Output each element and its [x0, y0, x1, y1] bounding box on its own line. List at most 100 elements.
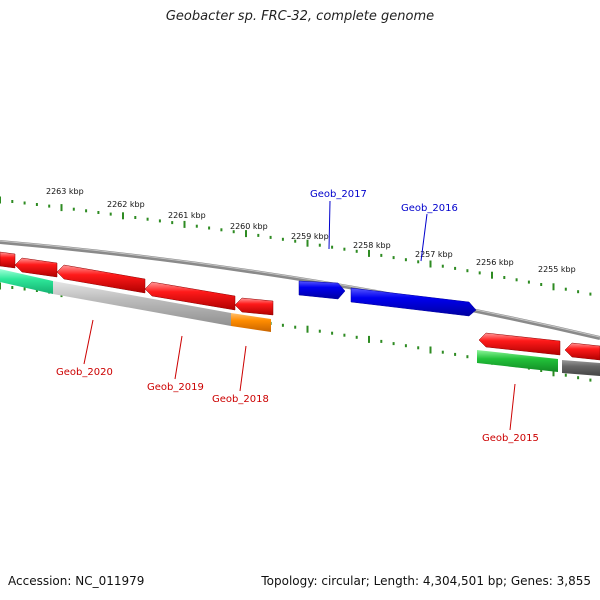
major-tick — [552, 283, 555, 291]
minor-tick — [417, 260, 420, 264]
major-tick — [245, 230, 247, 238]
minor-tick — [294, 325, 297, 329]
leader-geob-2015 — [509, 383, 516, 431]
gene-red-arrow[interactable] — [564, 342, 600, 361]
gene-label[interactable]: Geob_2018 — [212, 394, 269, 405]
minor-tick — [85, 209, 88, 213]
leader-geob-2019 — [174, 335, 183, 380]
major-tick — [0, 196, 1, 204]
minor-tick — [232, 230, 235, 234]
minor-tick — [527, 280, 530, 284]
category-block-green[interactable] — [477, 350, 558, 372]
minor-tick — [589, 378, 592, 382]
minor-tick — [72, 207, 75, 211]
minor-tick — [208, 226, 211, 230]
minor-tick — [441, 264, 444, 268]
tick-label: 2259 kbp — [291, 232, 329, 241]
minor-tick — [318, 243, 321, 247]
minor-tick — [158, 219, 161, 223]
minor-tick — [331, 245, 334, 249]
minor-tick — [220, 228, 223, 232]
minor-tick — [109, 212, 112, 216]
minor-tick — [343, 247, 346, 251]
minor-tick — [404, 344, 407, 348]
scale-labels: 2263 kbp 2262 kbp 2261 kbp 2260 kbp 2259… — [46, 187, 576, 274]
category-block-teal[interactable] — [0, 269, 53, 294]
minor-tick — [392, 256, 395, 260]
major-tick — [368, 335, 370, 343]
forward-strand-features — [298, 280, 477, 317]
gene-geob-2016[interactable] — [350, 287, 477, 317]
minor-tick — [564, 373, 567, 377]
tick-label: 2261 kbp — [168, 211, 206, 220]
gene-geob-2020[interactable] — [56, 264, 146, 294]
major-tick — [552, 369, 555, 377]
minor-tick — [281, 237, 284, 241]
outer-scale-ticks — [0, 196, 592, 296]
tick-label: 2256 kbp — [476, 258, 514, 267]
category-block-dark[interactable] — [562, 360, 600, 376]
major-tick — [491, 271, 493, 279]
minor-tick — [564, 287, 567, 291]
accession-text: Accession: NC_011979 — [8, 574, 145, 588]
tick-label: 2263 kbp — [46, 187, 84, 196]
gene-label[interactable]: Geob_2017 — [310, 189, 367, 200]
minor-tick — [97, 211, 100, 214]
minor-tick — [23, 287, 26, 291]
minor-tick — [171, 221, 174, 225]
major-tick — [429, 260, 432, 268]
minor-tick — [23, 201, 26, 205]
gene-geob-2017[interactable] — [298, 280, 346, 300]
major-tick — [0, 282, 1, 290]
leader-geob-2020 — [83, 319, 94, 365]
gene-geob-2015[interactable] — [478, 332, 561, 356]
gene-label[interactable]: Geob_2015 — [482, 433, 539, 444]
minor-tick — [257, 233, 260, 237]
minor-tick — [392, 342, 395, 346]
category-block-orange[interactable] — [231, 313, 271, 332]
category-ring — [0, 269, 600, 376]
minor-tick — [195, 224, 198, 228]
gene-label[interactable]: Geob_2020 — [56, 367, 113, 378]
gene-geob-2019[interactable] — [144, 281, 236, 311]
gene-red-arrow[interactable] — [14, 257, 58, 278]
minor-tick — [35, 289, 38, 292]
minor-tick — [540, 369, 543, 372]
minor-tick — [380, 339, 383, 343]
gene-red-arrow[interactable] — [0, 251, 16, 269]
tick-label: 2258 kbp — [353, 241, 391, 250]
leader-geob-2018 — [239, 345, 247, 392]
major-tick — [122, 212, 124, 220]
minor-tick — [503, 276, 506, 279]
map-title: Geobacter sp. FRC-32, complete genome — [165, 9, 435, 24]
gene-geob-2018[interactable] — [234, 297, 274, 316]
gene-label[interactable]: Geob_2019 — [147, 382, 204, 393]
tick-label: 2262 kbp — [107, 200, 145, 209]
leader-geob-2016 — [420, 213, 428, 262]
major-tick — [60, 204, 63, 212]
tick-label: 2257 kbp — [415, 250, 453, 259]
major-tick — [306, 325, 309, 333]
minor-tick — [589, 292, 592, 296]
minor-tick — [269, 235, 272, 239]
category-block-gray[interactable] — [53, 281, 231, 326]
minor-tick — [577, 290, 580, 294]
minor-tick — [404, 258, 407, 262]
minor-tick — [11, 286, 14, 289]
minor-tick — [48, 204, 51, 208]
minor-tick — [380, 253, 383, 257]
leader-geob-2017 — [328, 200, 331, 250]
tick-label: 2255 kbp — [538, 265, 576, 274]
minor-tick — [577, 376, 580, 380]
reverse-strand-features — [0, 251, 600, 361]
minor-tick — [454, 266, 457, 270]
gene-label[interactable]: Geob_2016 — [401, 203, 458, 214]
minor-tick — [540, 283, 543, 286]
minor-tick — [454, 352, 457, 356]
minor-tick — [417, 346, 420, 350]
major-tick — [183, 220, 186, 228]
minor-tick — [355, 249, 358, 253]
minor-tick — [355, 335, 358, 339]
minor-tick — [515, 278, 518, 282]
